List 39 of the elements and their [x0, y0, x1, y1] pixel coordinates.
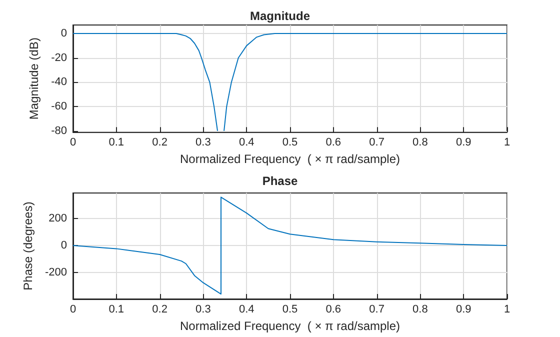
- x-tick-label: 0.2: [152, 304, 168, 316]
- x-tick-label: 0.7: [369, 304, 384, 316]
- x-tick-label: 0.1: [108, 136, 124, 149]
- y-axis-title: Phase (degrees): [21, 202, 36, 290]
- x-tick-label: 0.7: [369, 136, 384, 149]
- x-tick-label: 1: [504, 136, 510, 149]
- x-tick-label: 1: [504, 304, 510, 316]
- chart-title: Magnitude: [250, 9, 310, 23]
- x-tick-label: 0.6: [326, 136, 342, 149]
- y-tick-label: -20: [51, 52, 67, 64]
- x-tick-label: 0.4: [238, 136, 254, 149]
- x-tick-label: 0.1: [108, 304, 124, 316]
- x-axis-title: Normalized Frequency ( × π rad/sample): [180, 152, 400, 166]
- x-tick-label: 0.8: [412, 304, 428, 316]
- chart-title: Phase: [262, 174, 298, 188]
- x-tick-label: 0.2: [152, 136, 168, 149]
- line-series: [72, 196, 508, 295]
- y-tick-label: 200: [48, 212, 67, 225]
- x-tick-label: 0.4: [238, 304, 254, 316]
- y-axis-title: Magnitude (dB): [27, 38, 42, 120]
- x-tick-label: 0.9: [456, 136, 472, 149]
- y-tick-label: -80: [51, 124, 67, 137]
- y-tick-label: 0: [60, 239, 67, 252]
- line-series: [224, 33, 508, 132]
- x-tick-label: 0.3: [196, 304, 211, 316]
- x-tick-label: 0.6: [326, 304, 342, 316]
- x-tick-label: 0.9: [456, 304, 472, 316]
- y-tick-label: 0: [60, 28, 67, 40]
- y-tick-label: -200: [44, 266, 67, 278]
- x-tick-label: 0.8: [412, 136, 428, 149]
- x-axis-title: Normalized Frequency ( × π rad/sample): [180, 318, 400, 333]
- x-tick-label: 0: [70, 136, 76, 149]
- x-tick-label: 0.5: [282, 304, 298, 316]
- x-tick-label: 0.5: [282, 136, 298, 149]
- x-tick-label: 0.3: [196, 136, 211, 149]
- line-series: [72, 33, 218, 132]
- x-tick-label: 0: [70, 304, 76, 316]
- y-tick-label: -60: [51, 100, 67, 113]
- y-tick-label: -40: [51, 76, 67, 88]
